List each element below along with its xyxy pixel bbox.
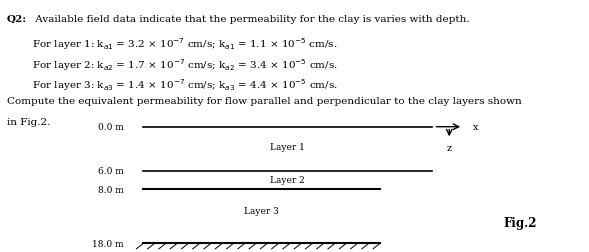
Text: 0.0 m: 0.0 m [98,123,124,132]
Text: 6.0 m: 6.0 m [98,166,124,175]
Text: Q2:: Q2: [7,15,27,24]
Text: Available field data indicate that the permeability for the clay is varies with : Available field data indicate that the p… [32,15,470,24]
Text: Compute the equivalent permeability for flow parallel and perpendicular to the c: Compute the equivalent permeability for … [7,97,522,106]
Text: z: z [446,143,452,152]
Text: For layer 3: k$_{a3}$ = 1.4 × 10$^{-7}$ cm/s; k$_{a3}$ = 4.4 × 10$^{-5}$ cm/s.: For layer 3: k$_{a3}$ = 1.4 × 10$^{-7}$ … [32,77,338,92]
Text: Layer 3: Layer 3 [244,206,279,215]
Text: Layer 2: Layer 2 [270,176,305,185]
Text: Layer 1: Layer 1 [270,142,305,151]
Text: For layer 1: k$_{a1}$ = 3.2 × 10$^{-7}$ cm/s; k$_{a1}$ = 1.1 × 10$^{-5}$ cm/s.: For layer 1: k$_{a1}$ = 3.2 × 10$^{-7}$ … [32,37,338,52]
Text: 8.0 m: 8.0 m [98,185,124,194]
Text: x: x [473,123,478,132]
Text: 18.0 m: 18.0 m [92,239,124,248]
Text: Fig.2: Fig.2 [504,216,537,229]
Text: in Fig.2.: in Fig.2. [7,117,51,126]
Text: For layer 2: k$_{a2}$ = 1.7 × 10$^{-7}$ cm/s; k$_{a2}$ = 3.4 × 10$^{-5}$ cm/s.: For layer 2: k$_{a2}$ = 1.7 × 10$^{-7}$ … [32,57,338,72]
